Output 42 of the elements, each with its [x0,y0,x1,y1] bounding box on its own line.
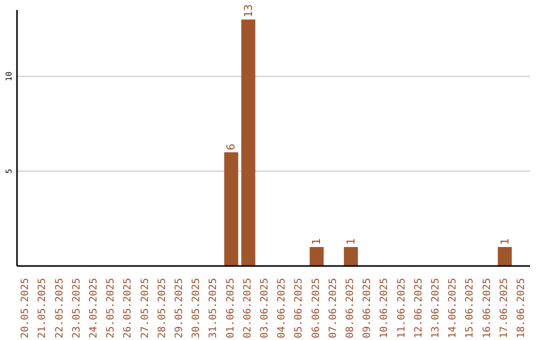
x-tick-label: 12.06.2025 [413,278,424,338]
bar [224,152,238,266]
x-tick-label: 18.06.2025 [516,278,527,338]
x-tick-label: 24.05.2025 [88,278,100,338]
x-tick-label: 03.06.2025 [259,278,270,338]
x-tick-label: 04.06.2025 [276,278,288,338]
x-tick-label: 01.06.2025 [225,278,236,338]
x-tick-label: 20.05.2025 [20,278,32,338]
x-tick-label: 29.05.2025 [174,278,185,338]
data-label: 1 [344,238,358,246]
x-tick-label: 26.05.2025 [122,278,134,338]
x-tick-label: 23.05.2025 [71,278,82,338]
y-tick-label: 10 [4,71,14,82]
x-tick-label: 21.05.2025 [37,278,48,338]
data-label: 6 [224,144,238,150]
x-tick-label: 10.06.2025 [379,278,390,338]
x-tick-label: 07.06.2025 [328,278,339,338]
data-label: 1 [498,238,512,246]
x-tick-label: 31.05.2025 [208,278,220,338]
x-tick-label: 06.06.2025 [310,278,322,338]
x-tick-label: 11.06.2025 [396,278,408,338]
x-tick-label: 28.05.2025 [156,278,168,338]
bar [344,247,358,266]
x-tick-label: 14.06.2025 [448,278,459,338]
x-tick-label: 02.06.2025 [242,278,254,338]
bar [241,19,256,266]
x-tick-label: 13.06.2025 [430,278,442,338]
bar [310,247,324,266]
x-tick-label: 08.06.2025 [344,278,356,338]
x-tick-label: 16.06.2025 [482,278,493,338]
x-tick-label: 22.05.2025 [54,278,66,338]
y-tick-label: 5 [4,168,14,174]
data-label: 13 [242,4,255,18]
bar [498,247,512,266]
x-tick-label: 27.05.2025 [140,278,151,338]
x-tick-label: 09.06.2025 [362,278,374,338]
data-label: 1 [310,238,324,246]
x-tick-label: 25.05.2025 [106,278,117,338]
x-tick-label: 05.06.2025 [294,278,305,338]
x-tick-label: 30.05.2025 [191,278,202,338]
x-tick-label: 17.06.2025 [498,278,510,338]
x-tick-label: 15.06.2025 [464,278,476,338]
